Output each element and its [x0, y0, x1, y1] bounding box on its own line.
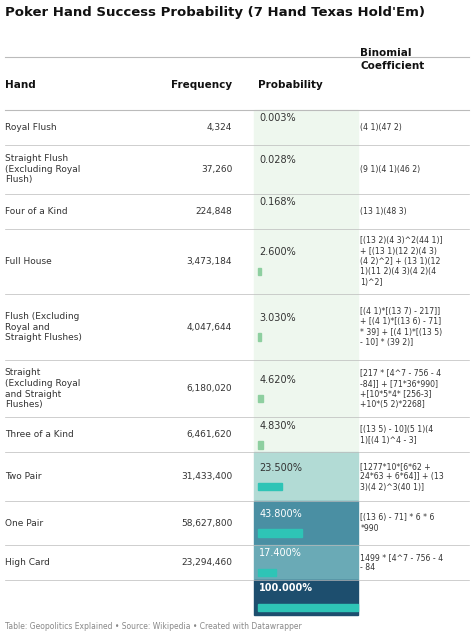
Text: Table: Geopolitics Explained • Source: Wikipedia • Created with Datawrapper: Table: Geopolitics Explained • Source: W…: [5, 622, 301, 631]
Text: 100.000%: 100.000%: [259, 583, 313, 593]
Bar: [254, 501, 358, 545]
Text: 6,461,620: 6,461,620: [187, 430, 232, 439]
Text: Straight
(Excluding Royal
and Straight
Flushes): Straight (Excluding Royal and Straight F…: [5, 368, 80, 410]
Text: 0.168%: 0.168%: [259, 197, 296, 207]
Bar: [254, 545, 358, 580]
Text: 4.620%: 4.620%: [259, 375, 296, 385]
Text: One Pair: One Pair: [5, 519, 43, 527]
Bar: [258, 268, 261, 275]
Text: 17.400%: 17.400%: [259, 548, 302, 559]
Text: Two Pair: Two Pair: [5, 472, 41, 481]
Bar: [254, 453, 358, 501]
Text: Binomial
Coefficient: Binomial Coefficient: [360, 48, 425, 70]
Bar: [258, 569, 276, 576]
Text: 6,180,020: 6,180,020: [187, 384, 232, 393]
Bar: [254, 360, 358, 417]
Bar: [258, 395, 263, 403]
Text: Frequency: Frequency: [171, 81, 232, 90]
Bar: [254, 193, 358, 229]
Text: Full House: Full House: [5, 257, 52, 266]
Text: High Card: High Card: [5, 558, 50, 567]
Text: 43.800%: 43.800%: [259, 509, 302, 519]
Text: Probability: Probability: [258, 81, 323, 90]
Text: [(13 2)(4 3)^2(44 1)]
+ [(13 1)(12 2)(4 3)
(4 2)^2] + (13 1)(12
1)(11 2)(4 3)(4 : [(13 2)(4 3)^2(44 1)] + [(13 1)(12 2)(4 …: [360, 236, 443, 287]
Text: Straight Flush
(Excluding Royal
Flush): Straight Flush (Excluding Royal Flush): [5, 154, 80, 184]
Bar: [254, 145, 358, 193]
Bar: [258, 604, 358, 611]
Bar: [254, 229, 358, 294]
Text: (4 1)(47 2): (4 1)(47 2): [360, 123, 402, 132]
Text: 0.003%: 0.003%: [259, 113, 296, 123]
Bar: [258, 441, 263, 449]
Text: [217 * [4^7 - 756 - 4
-84]] + [71*36*990]
+[10*5*4* [256-3]
+10*(5 2)*2268]: [217 * [4^7 - 756 - 4 -84]] + [71*36*990…: [360, 368, 441, 409]
Bar: [254, 294, 358, 360]
Text: 2.600%: 2.600%: [259, 247, 296, 257]
Text: Hand: Hand: [5, 81, 36, 90]
Text: 31,433,400: 31,433,400: [181, 472, 232, 481]
Text: 1499 * [4^7 - 756 - 4
- 84: 1499 * [4^7 - 756 - 4 - 84: [360, 553, 443, 572]
Text: Three of a Kind: Three of a Kind: [5, 430, 73, 439]
Text: Royal Flush: Royal Flush: [5, 123, 56, 132]
Bar: [258, 333, 261, 341]
Text: [(4 1)*[(13 7) - 217]]
+ [(4 1)*[(13 6) - 71]
* 39] + [(4 1)*[(13 5)
- 10] * (39: [(4 1)*[(13 7) - 217]] + [(4 1)*[(13 6) …: [360, 307, 442, 347]
Text: Four of a Kind: Four of a Kind: [5, 207, 67, 216]
Text: Poker Hand Success Probability (7 Hand Texas Hold'Em): Poker Hand Success Probability (7 Hand T…: [5, 6, 425, 20]
Text: (9 1)(4 1)(46 2): (9 1)(4 1)(46 2): [360, 165, 420, 174]
Bar: [258, 529, 302, 537]
Text: [(13 5) - 10](5 1)(4
1)[(4 1)^4 - 3]: [(13 5) - 10](5 1)(4 1)[(4 1)^4 - 3]: [360, 425, 434, 444]
Text: Flush (Excluding
Royal and
Straight Flushes): Flush (Excluding Royal and Straight Flus…: [5, 312, 82, 342]
Bar: [254, 580, 358, 615]
Bar: [254, 417, 358, 453]
Text: [1277*10*[6*62 +
24*63 + 6*64]] + (13
3)(4 2)^3(40 1)]: [1277*10*[6*62 + 24*63 + 6*64]] + (13 3)…: [360, 462, 444, 492]
Text: 4,324: 4,324: [207, 123, 232, 132]
Text: (13 1)(48 3): (13 1)(48 3): [360, 207, 407, 216]
Text: 4,047,644: 4,047,644: [187, 323, 232, 332]
Bar: [258, 483, 282, 491]
Text: [(13 6) - 71] * 6 * 6
*990: [(13 6) - 71] * 6 * 6 *990: [360, 514, 435, 533]
Text: (52 7) = 133,784,560: (52 7) = 133,784,560: [5, 593, 102, 602]
Text: 3.030%: 3.030%: [259, 313, 296, 323]
Text: 4.830%: 4.830%: [259, 421, 296, 430]
Text: 23,294,460: 23,294,460: [181, 558, 232, 567]
Bar: [254, 110, 358, 145]
Text: 58,627,800: 58,627,800: [181, 519, 232, 527]
Text: 23.500%: 23.500%: [259, 463, 302, 472]
Text: 0.028%: 0.028%: [259, 155, 296, 165]
Text: 224,848: 224,848: [195, 207, 232, 216]
Text: 3,473,184: 3,473,184: [187, 257, 232, 266]
Text: 37,260: 37,260: [201, 165, 232, 174]
